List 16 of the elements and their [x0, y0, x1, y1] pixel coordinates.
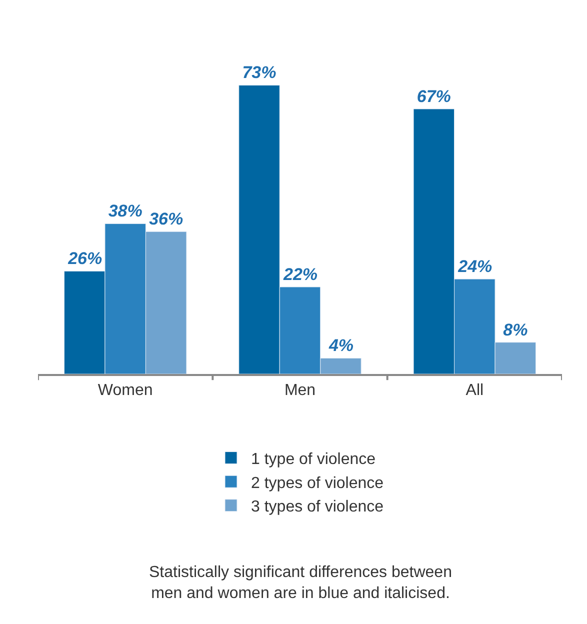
legend-label: 1 type of violence [251, 451, 376, 468]
data-label: 24% [457, 257, 492, 276]
data-label: 38% [108, 202, 142, 221]
x-tick-label: All [466, 382, 484, 400]
data-label: 73% [242, 63, 276, 82]
x-tick-label: Men [284, 382, 316, 400]
data-label: 8% [503, 320, 528, 340]
data-label: 36% [149, 210, 184, 229]
legend-label: 3 types of violence [251, 498, 384, 516]
data-label: 67% [416, 86, 451, 106]
data-label: 26% [67, 249, 102, 268]
text: Statistically significant differences between men and women are in blue and italicised. [149, 564, 452, 602]
data-label: 4% [328, 336, 354, 356]
legend-label: 2 types of violence [251, 474, 384, 492]
x-tick-label: Women [98, 382, 153, 400]
data-label: 22% [282, 264, 318, 284]
